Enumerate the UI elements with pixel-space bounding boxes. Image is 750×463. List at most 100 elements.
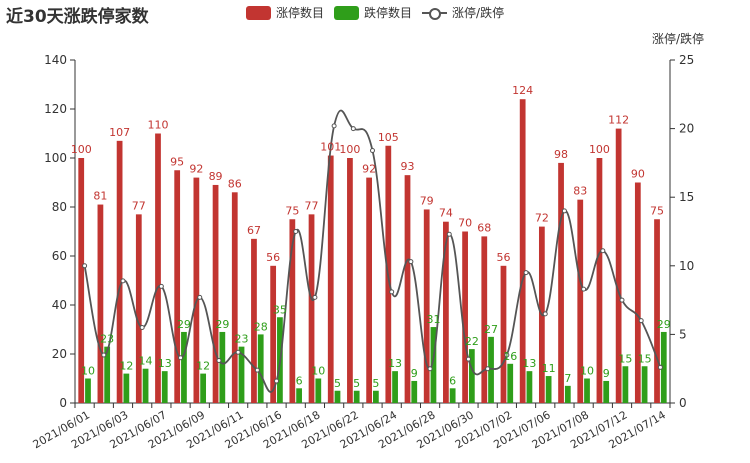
data-label-limit-up: 75 [650,204,664,217]
bar-limit-down [219,331,226,403]
data-label-limit-up: 72 [535,212,549,225]
bar-limit-up [231,192,238,403]
bar-limit-down [238,346,245,403]
bar-limit-down [468,349,475,403]
data-label-limit-up: 74 [439,207,453,220]
bar-limit-down [411,380,418,403]
right-y-tick-label: 0 [679,396,687,410]
bar-limit-down [296,388,302,403]
ratio-point [657,364,663,370]
legend-item-ratio[interactable]: 涨停/跌停 [422,4,504,21]
data-label-limit-down: 16 [503,350,517,363]
ratio-point [101,352,107,358]
data-label-limit-down: 29 [657,318,671,331]
legend-label-ratio: 涨停/跌停 [452,6,505,20]
data-label-limit-up: 107 [109,126,130,139]
bar-limit-up [423,209,430,403]
ratio-point [427,366,433,372]
bar-limit-down [142,368,149,403]
bar-limit-up [481,236,488,403]
bar-limit-down [181,331,187,403]
data-label-limit-down: 23 [235,333,249,346]
ratio-point [485,366,491,372]
ratio-point [178,355,184,361]
ratio-point [254,367,260,373]
ratio-point [446,231,452,237]
bar-limit-down [660,331,667,403]
data-label-limit-down: 6 [449,374,456,387]
bar-limit-up [519,99,526,403]
ratio-point [504,352,510,358]
ratio-point [312,294,318,300]
data-label-limit-down: 10 [311,365,325,378]
ratio-point [82,263,88,269]
bar-limit-down [85,378,91,403]
bar-limit-up [78,158,85,403]
right-y-tick-label: 15 [679,190,694,204]
bar-limit-down [430,327,437,403]
legend-item-limit-up[interactable]: 涨停数目 [246,4,324,21]
ratio-point [293,229,299,234]
data-label-limit-down: 27 [484,323,498,336]
right-y-tick-label: 20 [679,122,694,136]
data-label-limit-up: 56 [266,251,280,264]
data-label-limit-down: 15 [638,352,652,365]
legend-item-limit-down[interactable]: 跌停数目 [334,4,412,21]
ratio-point [581,286,587,292]
bar-limit-up [270,265,277,403]
left-y-tick-label: 60 [52,249,67,263]
bar-limit-down [334,390,341,403]
data-label-limit-up: 79 [420,194,434,207]
chart-title: 近30天涨跌停家数 [6,7,149,27]
ratio-point [389,289,395,295]
data-label-limit-down: 10 [580,365,594,378]
ratio-point [408,259,414,265]
data-label-limit-up: 83 [573,185,587,198]
bar-limit-down [392,371,398,403]
data-label-limit-up: 77 [132,199,146,212]
data-label-limit-down: 35 [273,303,287,316]
ratio-point [139,325,145,331]
ratio-point [216,357,222,363]
ratio-point [331,123,337,129]
bar-limit-up [596,158,603,403]
data-label-limit-up: 89 [209,170,223,183]
data-label-limit-down: 9 [603,367,610,380]
bar-limit-down [622,366,629,403]
data-label-limit-up: 92 [189,163,203,176]
data-label-limit-up: 100 [589,143,610,156]
data-label-limit-up: 75 [285,204,299,217]
bar-limit-down [507,363,514,403]
ratio-point [542,311,548,317]
data-label-limit-down: 12 [119,360,133,373]
left-y-tick-label: 20 [52,347,67,361]
data-label-limit-up: 56 [496,251,510,264]
ratio-point [158,283,164,289]
data-label-limit-down: 5 [334,377,341,390]
left-y-tick-label: 140 [44,53,67,67]
data-label-limit-up: 90 [631,168,645,181]
right-y-tick-label: 10 [679,259,694,273]
left-y-tick-label: 40 [52,298,67,312]
bar-limit-up [577,199,584,403]
ratio-point [465,356,471,362]
bar-limit-up [212,184,219,403]
bar-limit-up [308,214,315,403]
ratio-point [350,126,356,132]
data-label-limit-up: 95 [170,155,184,168]
bar-limit-down [315,378,322,403]
bar-limit-up [500,265,507,403]
data-label-limit-down: 22 [465,335,479,348]
data-label-limit-down: 28 [254,320,268,333]
left-y-tick-label: 100 [44,151,67,165]
bar-limit-down [104,346,111,403]
bar-limit-down [603,380,610,403]
ratio-point [600,248,606,254]
bar-limit-down [564,385,571,403]
data-label-limit-down: 5 [372,377,379,390]
bar-limit-down [161,371,168,403]
data-label-limit-up: 110 [147,119,168,132]
data-label-limit-up: 81 [93,190,107,203]
bar-limit-up [462,231,468,403]
bar-limit-up [634,182,641,403]
